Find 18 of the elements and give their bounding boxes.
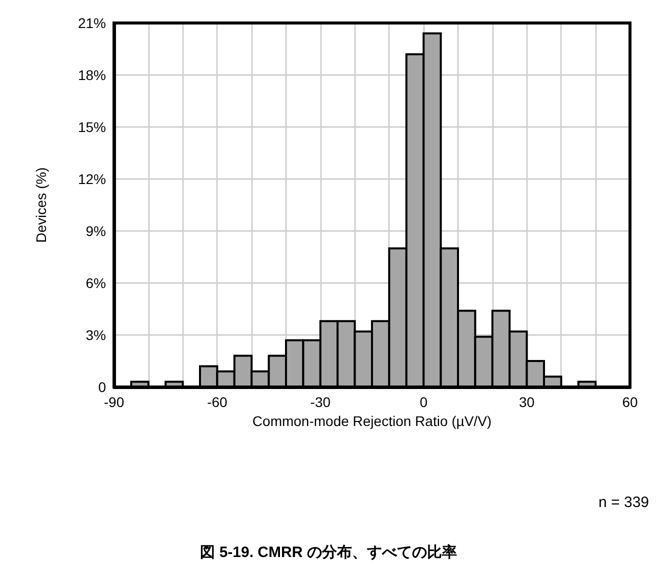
x-tick-label: -90 — [104, 394, 124, 410]
y-tick-label: 15% — [78, 119, 106, 135]
x-tick-label: -60 — [207, 394, 228, 410]
y-tick-label: 9% — [86, 223, 106, 239]
x-tick-label: 60 — [622, 394, 638, 410]
y-tick-label: 3% — [86, 327, 106, 343]
y-tick-label: 0 — [98, 379, 106, 395]
x-tick-label: 30 — [519, 394, 535, 410]
y-tick-label: 12% — [78, 171, 106, 187]
text: 図 5-19. CMRR の分布、すべての比率 — [200, 543, 457, 561]
x-axis-title: Common-mode Rejection Ratio (µV/V) — [252, 412, 492, 429]
y-tick-label: 6% — [86, 275, 106, 291]
x-tick-label: 0 — [420, 394, 428, 410]
x-tick-label: -30 — [310, 394, 331, 410]
y-tick-label: 18% — [78, 67, 106, 83]
y-tick-label: 21% — [78, 15, 106, 31]
text: n = 339 — [598, 494, 650, 511]
y-axis-title: Devices (%) — [33, 167, 49, 243]
